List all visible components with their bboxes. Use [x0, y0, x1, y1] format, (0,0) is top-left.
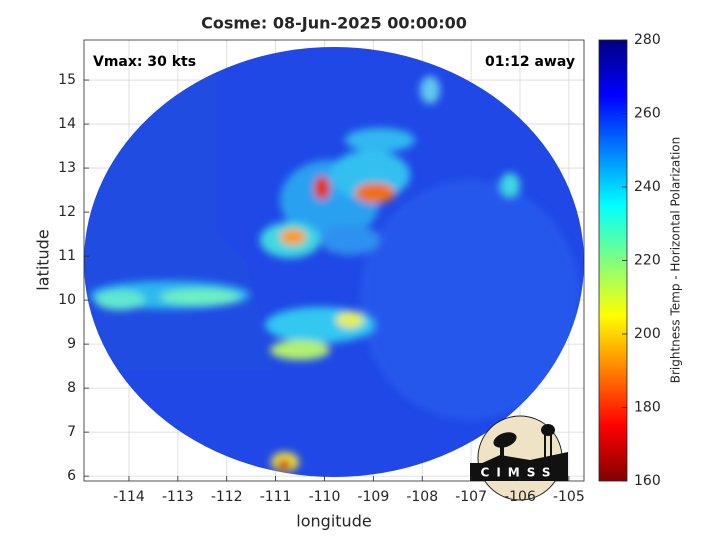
colorbar-tick-label: 200	[634, 326, 661, 342]
x-tick-label: -105	[553, 489, 585, 505]
x-tick-label: -108	[406, 489, 438, 505]
y-tick-label: 8	[67, 380, 76, 396]
chart-title: Cosme: 08-Jun-2025 00:00:00	[201, 14, 467, 33]
colorbar-label: Brightness Temp - Horizontal Polarizatio…	[669, 137, 683, 384]
colorbar-tick-label: 220	[634, 253, 661, 269]
y-tick-label: 12	[58, 204, 76, 220]
annotation: 01:12 away	[485, 54, 575, 70]
colorbar-tick-label: 180	[634, 400, 661, 416]
y-tick-label: 10	[58, 292, 76, 308]
x-tick-label: -110	[309, 489, 341, 505]
y-axis-label: latitude	[34, 229, 53, 290]
y-tick-label: 9	[67, 336, 76, 352]
x-tick-label: -111	[260, 489, 292, 505]
y-tick-label: 13	[58, 160, 76, 176]
logo: CIMSS	[470, 415, 568, 501]
x-tick-label: -109	[357, 489, 389, 505]
x-tick-label: -113	[162, 489, 194, 505]
x-tick-label: -106	[504, 489, 536, 505]
x-tick-label: -112	[211, 489, 243, 505]
y-tick-label: 14	[58, 116, 76, 132]
x-axis-label: longitude	[296, 512, 371, 531]
y-tick-label: 6	[67, 468, 76, 484]
logo-text: CIMSS	[481, 466, 558, 480]
x-tick-label: -114	[113, 489, 145, 505]
plot-frame	[83, 39, 585, 482]
y-tick-label: 15	[58, 72, 76, 88]
x-tick-label: -107	[455, 489, 487, 505]
colorbar-tick-label: 280	[634, 32, 661, 48]
y-tick-label: 11	[58, 248, 76, 264]
y-tick-label: 7	[67, 424, 76, 440]
colorbar-tick-label: 160	[634, 473, 661, 489]
colorbar-tick-label: 240	[634, 179, 661, 195]
colorbar-tick-label: 260	[634, 106, 661, 122]
annotation: Vmax: 30 kts	[93, 54, 196, 70]
